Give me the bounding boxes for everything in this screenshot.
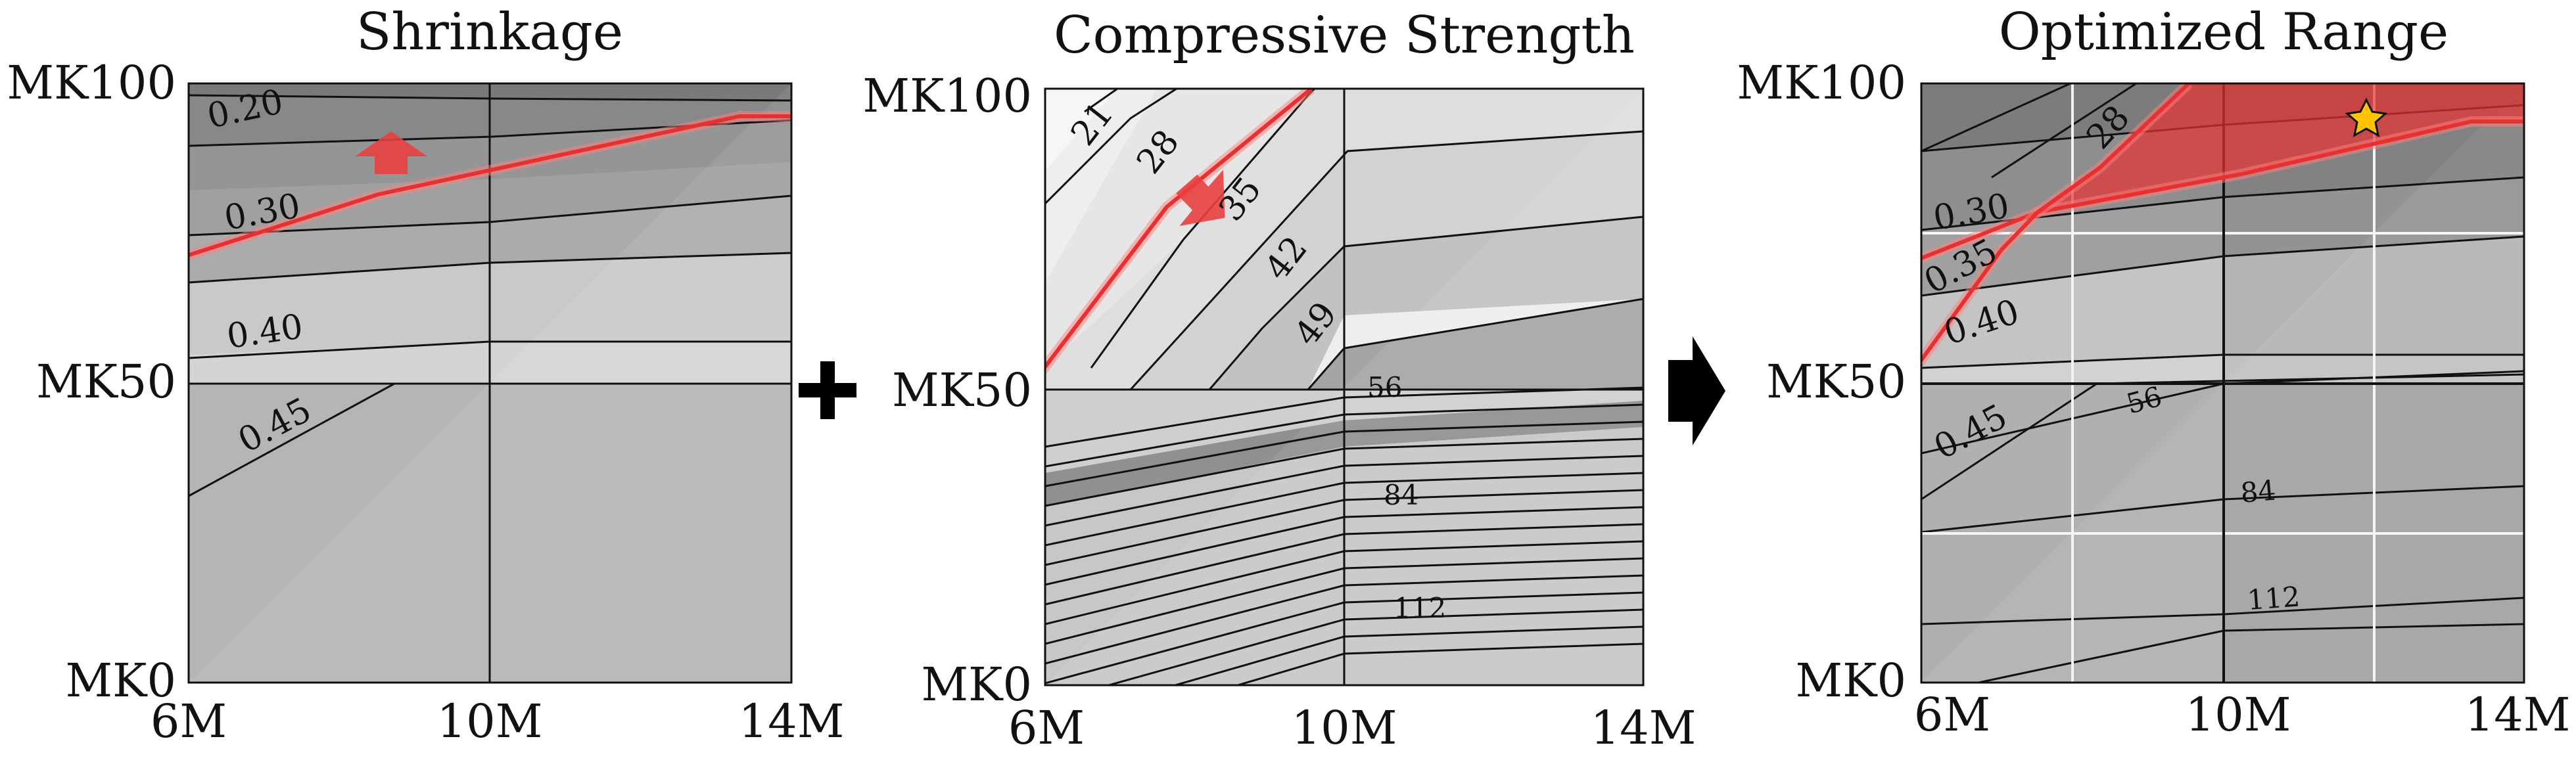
star-icon [2345,97,2388,137]
strength-title: Compressive Strength [1054,6,1635,65]
shrinkage-title: Shrinkage [356,3,623,62]
x-tick: 6M [1008,701,1085,755]
y-tick: MK100 [862,69,1032,123]
y-tick: MK50 [1766,355,1906,409]
optimized-boundary-line [1921,120,2524,261]
x-tick: 10M [1292,701,1397,755]
contour-label: 56 [1367,371,1402,403]
contour-line [1129,130,1643,391]
strength-band [1045,89,1308,368]
x-tick: 14M [739,694,845,748]
strength-band [1308,299,1643,390]
contour-label: 112 [1393,592,1446,624]
contour-line [1208,215,1643,390]
x-tick: 14M [2465,688,2571,742]
optimized-plot-area [1921,83,2524,683]
shrinkage-boundary-line [189,114,791,258]
x-tick: 10M [2186,688,2291,742]
strength-band [1045,89,1117,171]
contour-label: 112 [2246,581,2301,616]
y-tick: MK100 [1737,56,1906,110]
panel-optimized-range: Optimized Range [1737,3,2570,742]
panel-shrinkage: Shrinkage [7,3,844,748]
strength-plot-area [1045,89,1643,685]
optimized-title: Optimized Range [1999,3,2448,62]
down-right-arrow-icon [1176,169,1225,226]
x-tick: 6M [151,694,227,748]
x-tick: 6M [1914,688,1990,742]
y-tick: MK0 [65,654,176,708]
contour-line [1991,83,2137,179]
strength-band [1045,89,1643,390]
contour-label: 84 [1384,479,1418,511]
optimized-boundary-line [1921,83,2191,364]
y-tick: MK100 [7,56,176,110]
strength-band [1131,131,1643,390]
right-arrow-icon [1668,336,1725,445]
x-tick: 10M [437,694,543,748]
panel-compressive-strength: Compressive Strength [862,6,1696,755]
contour-line [1045,89,1177,205]
y-tick: MK0 [921,658,1032,711]
x-tick: 14M [1591,701,1697,755]
shrinkage-plot-area [189,83,791,683]
up-arrow-icon [355,131,427,174]
y-tick: MK50 [36,355,176,409]
strength-band [1209,217,1643,390]
strength-boundary-line [1045,89,1313,371]
y-tick: MK0 [1795,654,1906,708]
y-tick: MK50 [892,363,1032,417]
contour-label: 84 [2239,474,2278,508]
plus-icon [799,361,856,419]
contour-line [1921,83,2071,152]
